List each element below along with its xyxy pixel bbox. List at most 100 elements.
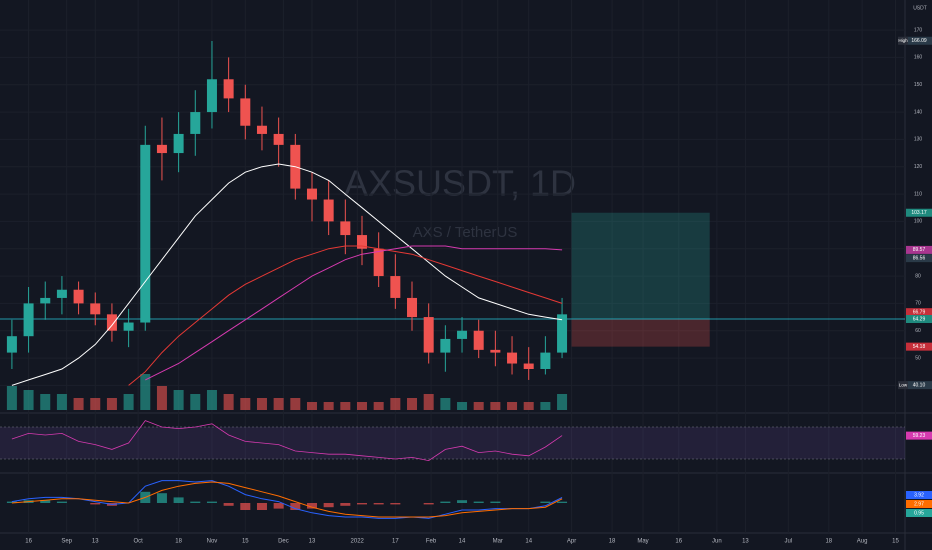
candle-body: [206, 79, 217, 113]
x-tick-label: 16: [25, 539, 32, 545]
candle-body: [156, 144, 167, 154]
volume-bar: [507, 402, 518, 410]
volume-bar: [290, 398, 301, 410]
y-tick-label: 60: [915, 328, 921, 334]
price-label-box: [906, 36, 932, 45]
candle-body: [306, 188, 317, 200]
candle-body: [6, 336, 17, 353]
volume-bar: [273, 398, 284, 410]
candle-body: [390, 276, 401, 298]
candle-body: [123, 322, 134, 331]
x-tick-label: Nov: [207, 539, 218, 545]
macd-hist: [473, 501, 484, 503]
x-tick-label: 18: [825, 539, 832, 545]
x-tick-label: 14: [525, 539, 532, 545]
macd-line: [11, 480, 563, 519]
x-tick-label: 18: [175, 539, 182, 545]
price-label: 103.17: [911, 210, 927, 216]
volume-bar: [423, 394, 434, 410]
moving-average: [145, 245, 563, 381]
macd-hist: [156, 493, 167, 503]
macd-hist: [273, 503, 284, 509]
candle-body: [490, 349, 501, 353]
candle-body: [557, 314, 568, 353]
y-tick-label: 70: [915, 301, 921, 307]
macd-hist: [323, 503, 334, 508]
volume-bar: [390, 398, 401, 410]
volume-bar: [173, 390, 184, 410]
price-label: 54.18: [913, 344, 926, 350]
candle-body: [440, 338, 451, 353]
price-label-box: [906, 245, 932, 254]
macd-hist: [90, 503, 101, 505]
y-tick-label: 150: [914, 82, 923, 88]
candle-body: [140, 144, 151, 323]
volume-bar: [240, 398, 251, 410]
price-label: 64.29: [913, 316, 926, 322]
rsi-line: [11, 420, 563, 462]
x-tick-label: 15: [892, 539, 899, 545]
position-stop: [571, 319, 710, 347]
x-tick-label: Dec: [278, 539, 289, 545]
volume-bar: [407, 398, 418, 410]
candle-body: [356, 235, 368, 249]
macd-hist: [173, 497, 184, 503]
candle-body: [457, 330, 468, 339]
volume-bar: [90, 398, 101, 410]
candle-body: [106, 314, 117, 331]
candle-body: [223, 79, 234, 99]
price-label-box: [906, 208, 932, 217]
macd-hist: [40, 500, 51, 503]
y-tick-label: 160: [914, 55, 923, 61]
y-tick-label: 120: [914, 164, 923, 170]
volume-bar: [156, 386, 167, 410]
volume-bar: [340, 402, 351, 410]
volume-bar: [123, 394, 134, 410]
macd-last-label: 0.95: [914, 510, 924, 516]
signal-line: [11, 481, 563, 518]
y-tick-label: 170: [914, 27, 923, 33]
watermark-subtitle: AXS / TetherUS: [413, 224, 518, 241]
candle-body: [340, 221, 351, 236]
macd-last-box: [906, 491, 932, 499]
candle-body: [256, 125, 267, 134]
volume-bar: [206, 390, 217, 410]
macd-hist: [6, 501, 17, 503]
x-tick-label: Apr: [567, 539, 576, 545]
candle-body: [273, 133, 284, 145]
x-tick-label: Oct: [133, 539, 143, 545]
price-label-box: [906, 342, 932, 351]
price-label-box: [906, 381, 932, 390]
volume-bar: [457, 402, 468, 410]
price-label-box: [906, 254, 932, 263]
watermark-title: AXSUSDT, 1D: [344, 163, 576, 204]
moving-average: [128, 245, 563, 386]
volume-bar: [56, 394, 67, 410]
currency: USDT: [913, 5, 927, 11]
volume-bar: [373, 402, 384, 410]
macd-hist: [206, 501, 217, 503]
volume-bar: [23, 390, 34, 410]
x-tick-label: 16: [675, 539, 682, 545]
price-tag-box: [898, 381, 908, 390]
x-tick-label: Feb: [426, 539, 437, 545]
macd-hist: [290, 503, 301, 510]
macd-hist: [440, 501, 451, 503]
candle-body: [90, 303, 101, 315]
y-tick-label: 130: [914, 137, 923, 143]
price-label-box: [906, 308, 932, 317]
candle-body: [190, 112, 201, 134]
y-tick-label: 100: [914, 219, 923, 225]
price-label-box: [906, 315, 932, 324]
macd-hist: [240, 503, 251, 510]
volume-bar: [106, 398, 117, 410]
volume-bar: [540, 402, 551, 410]
rsi-last-label: 59.23: [913, 433, 926, 439]
candle-body: [407, 297, 418, 318]
macd-hist: [457, 500, 468, 503]
x-tick-label: 13: [309, 539, 316, 545]
price-tag-box: [898, 36, 908, 45]
price-label: 40.10: [913, 382, 926, 388]
candle-body: [373, 248, 384, 277]
